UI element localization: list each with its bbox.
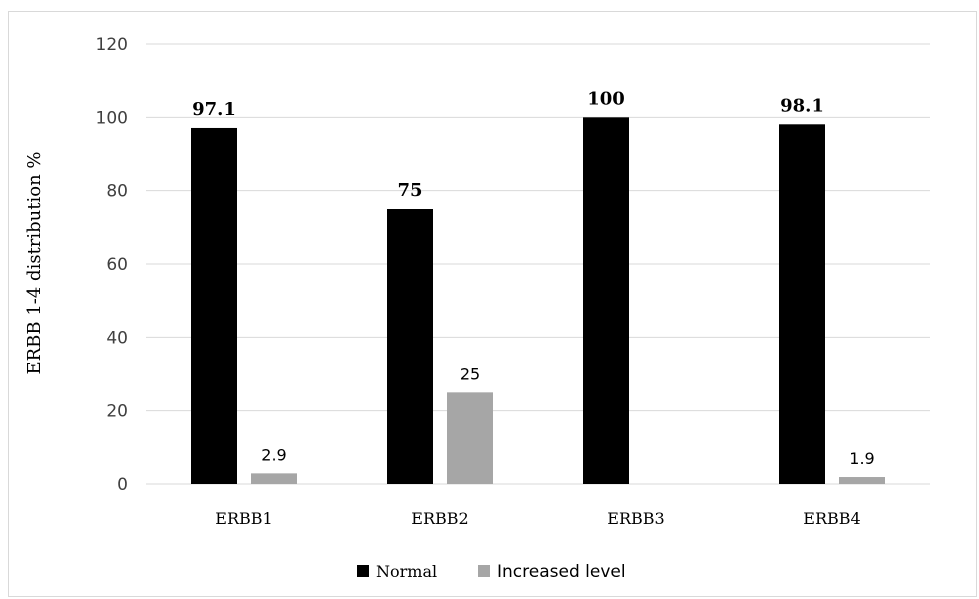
bar-normal-erbb2	[387, 209, 433, 484]
data-label-increased-level-erbb4: 1.9	[849, 449, 874, 468]
y-tick-label: 0	[117, 475, 128, 495]
y-axis-label: ERBB 1-4 distribution %	[24, 151, 45, 374]
bar-normal-erbb3	[583, 117, 629, 484]
y-tick-label: 60	[106, 255, 128, 275]
data-label-normal-erbb3: 100	[587, 88, 625, 109]
legend-label-normal: Normal	[376, 562, 437, 581]
y-axis-ticks: 0 20 40 60 80 100 120	[96, 35, 128, 495]
data-label-normal-erbb4: 98.1	[780, 95, 824, 116]
bars	[191, 117, 885, 485]
y-tick-label: 100	[96, 108, 128, 128]
legend: Normal Increased level	[357, 562, 626, 582]
x-category-label-erbb2: ERBB2	[411, 509, 468, 528]
bar-normal-erbb4	[779, 124, 825, 485]
x-category-label-erbb4: ERBB4	[803, 509, 860, 528]
data-labels: 97.1 2.9 75 25 100 98.1 1.9	[192, 88, 875, 468]
y-tick-label: 20	[106, 402, 128, 422]
data-label-normal-erbb1: 97.1	[192, 99, 236, 120]
data-label-increased-level-erbb1: 2.9	[261, 445, 286, 464]
bar-increased-level-erbb2	[447, 392, 493, 484]
y-tick-label: 80	[106, 182, 128, 202]
legend-swatch-normal	[357, 565, 369, 577]
legend-label-increased-level: Increased level	[497, 562, 626, 582]
bar-increased-level-erbb1	[251, 473, 297, 484]
data-label-increased-level-erbb2: 25	[460, 364, 480, 383]
data-label-normal-erbb2: 75	[397, 180, 422, 201]
x-axis-categories: ERBB1 ERBB2 ERBB3 ERBB4	[215, 509, 860, 528]
y-tick-label: 40	[106, 328, 128, 348]
bar-normal-erbb1	[191, 127, 237, 484]
legend-swatch-increased-level	[478, 565, 490, 577]
y-tick-label: 120	[96, 35, 128, 55]
x-category-label-erbb1: ERBB1	[215, 509, 272, 528]
x-category-label-erbb3: ERBB3	[607, 509, 664, 528]
bar-increased-level-erbb4	[839, 477, 885, 484]
